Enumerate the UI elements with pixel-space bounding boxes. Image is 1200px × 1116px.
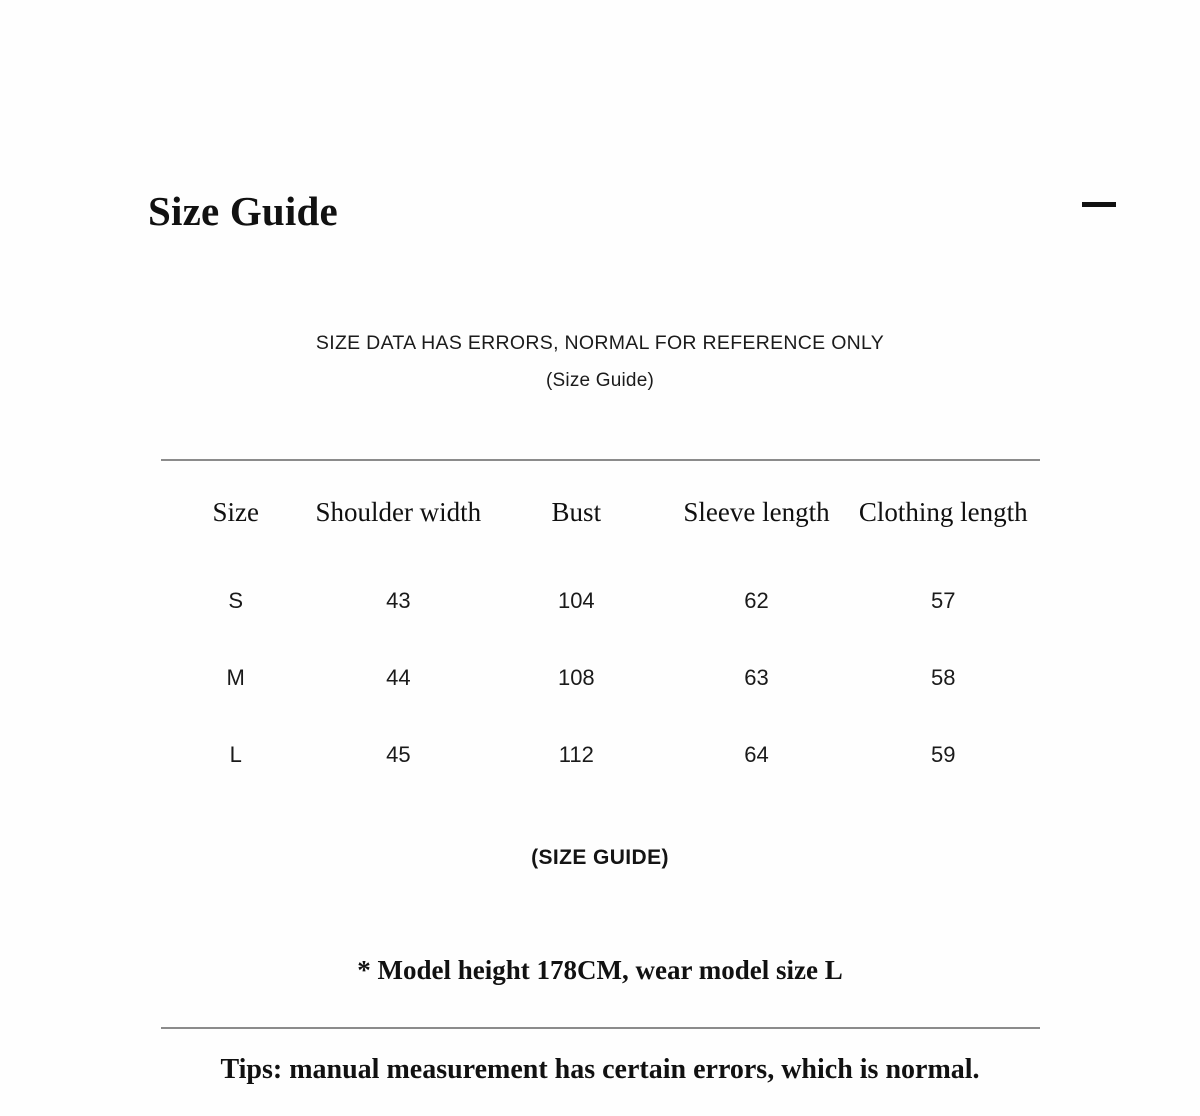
table-header-row: Size Shoulder width Bust Sleeve length C… bbox=[161, 470, 1040, 562]
table-top-divider bbox=[161, 459, 1040, 461]
column-header-shoulder-width: Shoulder width bbox=[315, 497, 482, 528]
column-header-sleeve-length: Sleeve length bbox=[683, 497, 830, 528]
cell-shoulder-width: 44 bbox=[386, 664, 411, 690]
page-title: Size Guide bbox=[148, 188, 338, 234]
measurement-tips-note: Tips: manual measurement has certain err… bbox=[220, 1054, 980, 1085]
cell-sleeve-length: 62 bbox=[744, 587, 769, 613]
cell-clothing-length: 57 bbox=[931, 587, 956, 613]
cell-size: M bbox=[226, 664, 245, 690]
notice-secondary-text: (Size Guide) bbox=[546, 370, 654, 391]
minus-icon-bar bbox=[1082, 202, 1116, 207]
notice-block: SIZE DATA HAS ERRORS, NORMAL FOR REFEREN… bbox=[0, 330, 1200, 394]
cell-shoulder-width: 45 bbox=[386, 741, 411, 767]
table-row: S 43 104 62 57 bbox=[161, 562, 1040, 639]
column-header-clothing-length: Clothing length bbox=[858, 497, 1028, 528]
column-header-bust: Bust bbox=[551, 497, 602, 528]
cell-bust: 104 bbox=[557, 587, 595, 613]
table-row: L 45 112 64 59 bbox=[161, 716, 1040, 793]
footer-divider bbox=[161, 1027, 1040, 1029]
header: Size Guide bbox=[0, 184, 1200, 248]
model-height-note: * Model height 178CM, wear model size L bbox=[357, 955, 843, 985]
cell-size: S bbox=[228, 587, 244, 613]
size-table: Size Shoulder width Bust Sleeve length C… bbox=[161, 470, 1040, 793]
column-header-size: Size bbox=[212, 497, 259, 528]
cell-bust: 112 bbox=[558, 741, 594, 767]
cell-clothing-length: 59 bbox=[931, 741, 956, 767]
cell-bust: 108 bbox=[557, 664, 595, 690]
cell-sleeve-length: 63 bbox=[744, 664, 769, 690]
size-guide-caption: (SIZE GUIDE) bbox=[531, 846, 669, 869]
notice-primary-text: SIZE DATA HAS ERRORS, NORMAL FOR REFEREN… bbox=[315, 332, 885, 354]
cell-size: L bbox=[229, 741, 242, 767]
minus-icon[interactable] bbox=[1074, 184, 1124, 224]
table-row: M 44 108 63 58 bbox=[161, 639, 1040, 716]
cell-shoulder-width: 43 bbox=[386, 587, 411, 613]
cell-clothing-length: 58 bbox=[931, 664, 956, 690]
cell-sleeve-length: 64 bbox=[744, 741, 769, 767]
